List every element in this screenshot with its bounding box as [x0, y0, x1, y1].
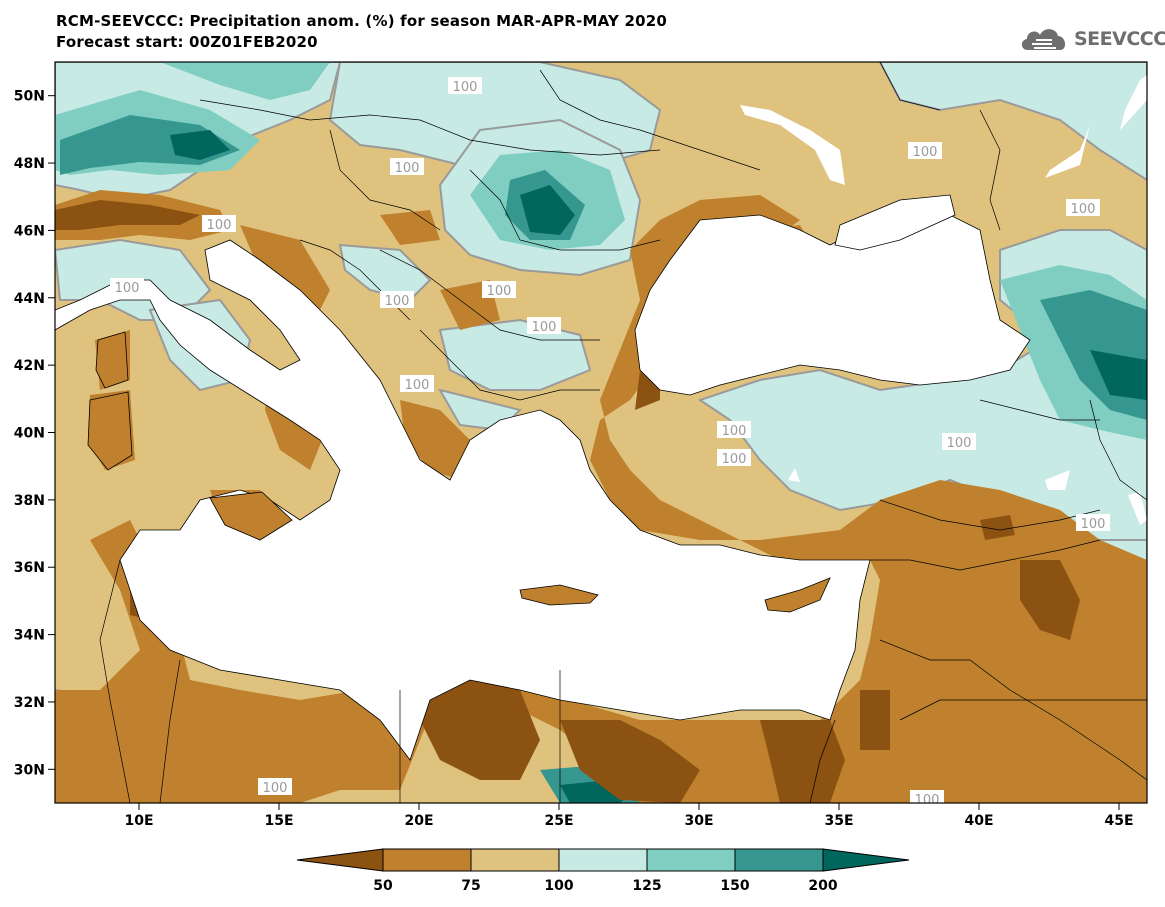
- lat-tick-label: 46N: [14, 223, 45, 239]
- longitude-axis: 10E 15E 20E 25E 30E 35E 40E 45E: [124, 803, 1134, 829]
- contour-label: 100: [258, 778, 292, 796]
- colorbar-segment: [734, 848, 824, 872]
- contour-label-text: 100: [385, 294, 410, 309]
- contour-label: 100: [1076, 514, 1110, 532]
- contour-label: 100: [717, 449, 751, 467]
- colorbar-segment: [822, 848, 910, 872]
- contour-label: 100: [942, 433, 976, 451]
- contour-label-text: 100: [207, 218, 232, 233]
- contour-label: 100: [527, 317, 561, 335]
- colorbar-label: 50: [373, 878, 393, 894]
- lat-tick-label: 50N: [14, 89, 45, 105]
- colorbar-segment: [296, 848, 384, 872]
- lat-tick-label: 30N: [14, 762, 45, 778]
- lat-tick-label: 32N: [14, 695, 45, 711]
- lon-tick-label: 20E: [404, 813, 433, 829]
- contour-label-text: 100: [115, 281, 140, 296]
- latitude-axis: 50N 48N 46N 44N 42N 40N 38N 36N 34N 32N 30N: [14, 89, 55, 778]
- lat-tick-label: 48N: [14, 156, 45, 172]
- lon-tick-label: 40E: [964, 813, 993, 829]
- map-field: 100 100 100 100 100 100 100 100 100 100 …: [55, 62, 1147, 808]
- lat-tick-label: 36N: [14, 560, 45, 576]
- contour-label: 100: [482, 281, 516, 299]
- lon-tick-label: 15E: [264, 813, 293, 829]
- colorbar-segment: [382, 848, 472, 872]
- colorbar-label: 125: [632, 878, 661, 894]
- contour-label-text: 100: [453, 80, 478, 95]
- contour-label-text: 100: [263, 781, 288, 796]
- colorbar: 50 75 100 125 150 200: [296, 848, 910, 894]
- lon-tick-label: 35E: [824, 813, 853, 829]
- lat-tick-label: 42N: [14, 358, 45, 374]
- contour-label: 100: [400, 375, 434, 393]
- contour-label-text: 100: [487, 284, 512, 299]
- contour-label-text: 100: [395, 161, 420, 176]
- lat-tick-label: 34N: [14, 628, 45, 644]
- lon-tick-label: 10E: [124, 813, 153, 829]
- contour-label: 100: [380, 291, 414, 309]
- colorbar-label: 200: [808, 878, 837, 894]
- logo-text: SEEVCCC: [1074, 28, 1165, 50]
- contour-label: 100: [390, 158, 424, 176]
- contour-label-text: 100: [532, 320, 557, 335]
- cloud-icon: [1021, 29, 1066, 50]
- colorbar-segment: [470, 848, 560, 872]
- contour-label-text: 100: [913, 145, 938, 160]
- contour-label-text: 100: [915, 793, 940, 808]
- seevccc-logo: SEEVCCC: [1018, 24, 1165, 54]
- contour-label-text: 100: [1081, 517, 1106, 532]
- contour-label: 100: [1066, 199, 1100, 217]
- contour-label: 100: [717, 421, 751, 439]
- contour-label-text: 100: [1071, 202, 1096, 217]
- title-line-1: RCM-SEEVCCC: Precipitation anom. (%) for…: [56, 12, 667, 30]
- contour-label-text: 100: [722, 452, 747, 467]
- colorbar-segment: [558, 848, 648, 872]
- contour-label: 100: [908, 142, 942, 160]
- colorbar-segment: [646, 848, 736, 872]
- colorbar-label: 150: [720, 878, 749, 894]
- title-line-2: Forecast start: 00Z01FEB2020: [56, 33, 318, 51]
- contour-label: 100: [202, 215, 236, 233]
- lon-tick-label: 30E: [684, 813, 713, 829]
- lat-tick-label: 38N: [14, 493, 45, 509]
- colorbar-label: 100: [544, 878, 573, 894]
- lat-tick-label: 40N: [14, 426, 45, 442]
- lat-tick-label: 44N: [14, 291, 45, 307]
- contour-label-text: 100: [405, 378, 430, 393]
- contour-label: 100: [448, 77, 482, 95]
- colorbar-label: 75: [461, 878, 480, 894]
- contour-label-text: 100: [947, 436, 972, 451]
- lon-tick-label: 45E: [1104, 813, 1133, 829]
- lon-tick-label: 25E: [544, 813, 573, 829]
- contour-label: 100: [910, 790, 944, 808]
- contour-label-text: 100: [722, 424, 747, 439]
- contour-label: 100: [110, 278, 144, 296]
